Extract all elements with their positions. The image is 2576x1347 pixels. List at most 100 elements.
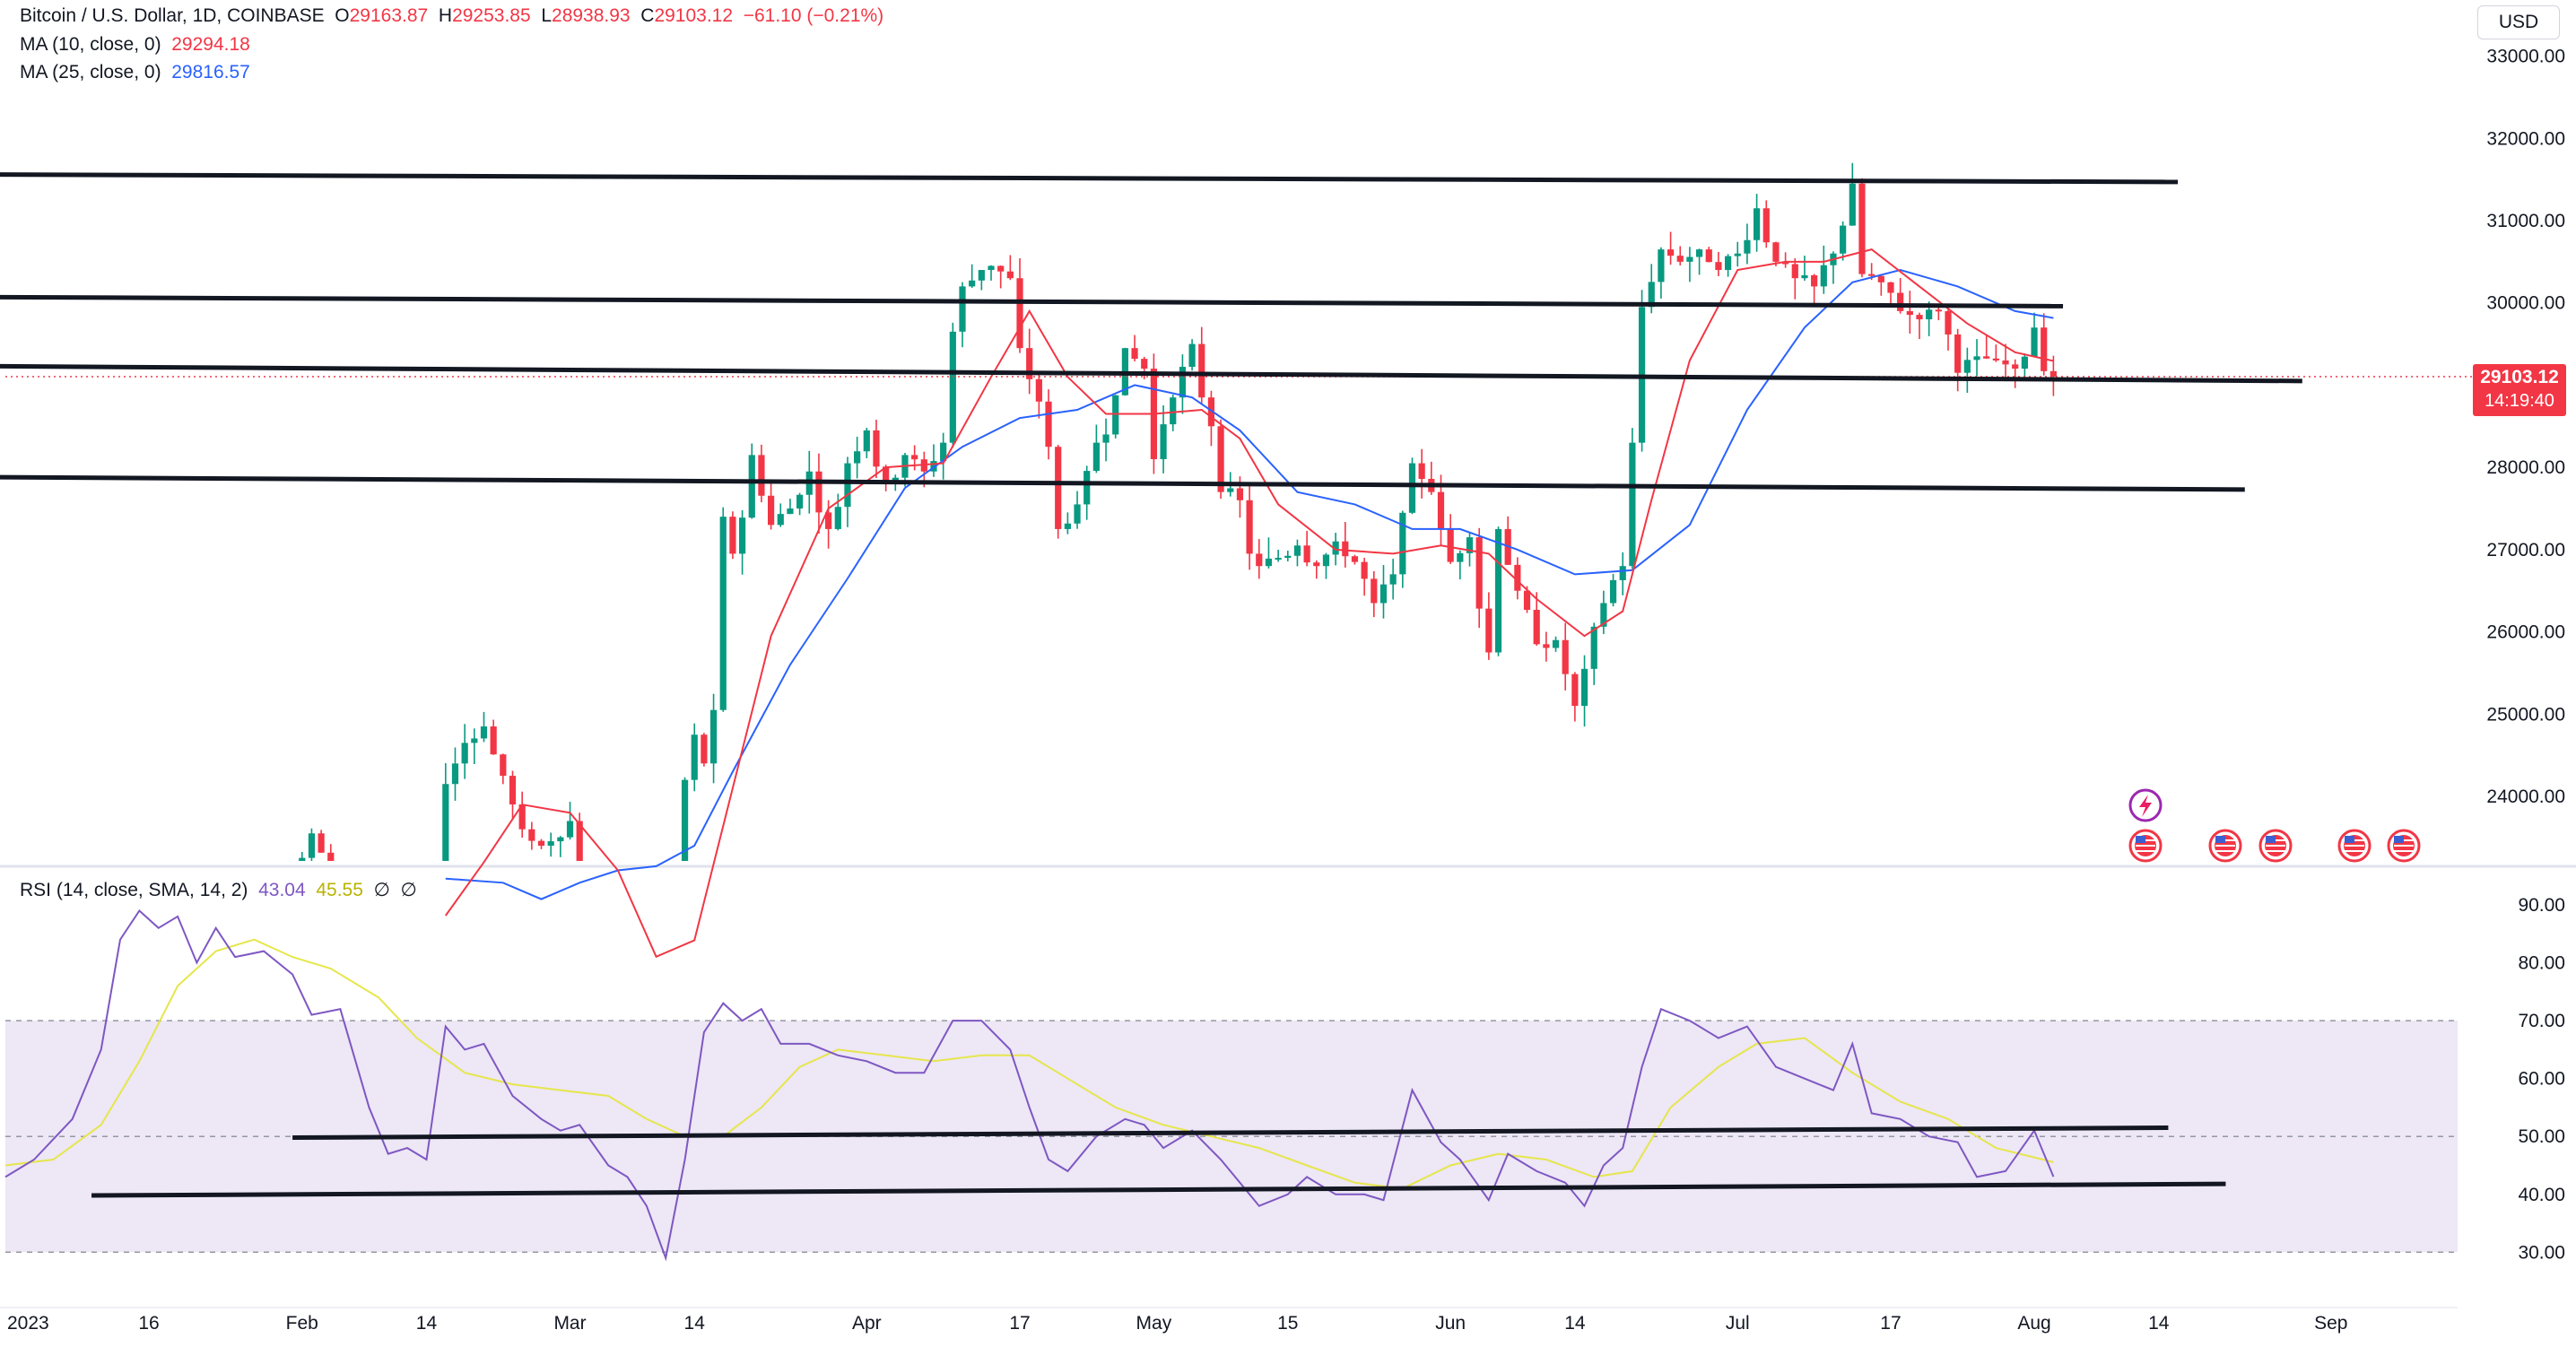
rsi-ma-value: 45.55: [316, 880, 363, 900]
candle-body: [1418, 463, 1425, 479]
ma10-line[interactable]: [444, 248, 2054, 959]
candle-body: [1016, 278, 1023, 349]
moving-averages: [5, 248, 2473, 959]
candle-body: [681, 779, 689, 861]
candle-body: [911, 455, 918, 460]
rsi-ma-line[interactable]: [4, 938, 2054, 1190]
time-axis-tick: 17: [1880, 1313, 1901, 1334]
rsi-legend[interactable]: RSI (14, close, SMA, 14, 2) 43.04 45.55 …: [20, 879, 417, 901]
us-flag-icon[interactable]: [2258, 829, 2293, 863]
candle-body: [1389, 574, 1397, 585]
candle-body: [796, 494, 804, 509]
candle-body: [1543, 644, 1550, 648]
candle-body: [1715, 262, 1722, 271]
open-label: O: [335, 5, 350, 26]
candle-body: [566, 821, 574, 838]
rsi-lines: [4, 908, 2055, 1262]
candle-body: [949, 331, 956, 443]
candle-body: [1207, 397, 1215, 427]
price-trendline-2[interactable]: [0, 294, 2064, 309]
candle-body: [1284, 555, 1292, 559]
time-axis-tick: Aug: [2017, 1313, 2050, 1334]
candle-body: [787, 508, 794, 515]
candle-body: [1916, 315, 1923, 320]
candle-body: [1686, 256, 1693, 262]
us-flag-icon[interactable]: [2128, 829, 2163, 863]
candle-body: [1754, 208, 1761, 240]
candle-body: [1457, 552, 1464, 562]
candle-body: [442, 784, 449, 861]
candle-body: [1973, 356, 1980, 361]
rsi-axis-tick: 80.00: [2518, 953, 2565, 974]
price-trendline-3[interactable]: [0, 363, 2302, 384]
rsi-line[interactable]: [4, 908, 2055, 1262]
us-flag-icon[interactable]: [2387, 829, 2421, 863]
candle-body: [1791, 264, 1798, 279]
candle-body: [1494, 528, 1502, 653]
time-axis-tick: 14: [1564, 1313, 1586, 1334]
us-flag-icon[interactable]: [2208, 829, 2242, 863]
candle-body: [1619, 566, 1626, 580]
ma25-legend[interactable]: MA (25, close, 0) 29816.57: [20, 62, 250, 83]
candle-body: [547, 841, 554, 847]
rsi-extra-1: ∅: [373, 880, 390, 900]
candle-body: [1485, 608, 1493, 653]
candle-body: [768, 495, 775, 526]
candle-body: [709, 709, 718, 764]
candle-body: [2049, 370, 2057, 377]
candle-body: [1399, 512, 1406, 575]
ma10-label: MA (10, close, 0): [20, 34, 161, 55]
candle-body: [2012, 364, 2019, 369]
candle-body: [1945, 310, 1952, 335]
time-axis-tick: 14: [684, 1313, 706, 1334]
close-label: C: [640, 5, 655, 26]
candle-body: [1849, 183, 1856, 226]
ma25-label: MA (25, close, 0): [20, 62, 161, 83]
candle-body: [1935, 309, 1942, 312]
time-axis-tick: Feb: [286, 1313, 318, 1334]
candle-body: [997, 265, 1005, 272]
ma25-line[interactable]: [445, 268, 2054, 900]
candle-body: [1170, 397, 1177, 425]
price-axis-tick: 27000.00: [2486, 540, 2565, 561]
us-flag-icon[interactable]: [2337, 829, 2371, 863]
candle-body: [1466, 537, 1474, 553]
candle-body: [1954, 334, 1962, 373]
ma10-legend[interactable]: MA (10, close, 0) 29294.18: [20, 34, 250, 56]
candle-body: [873, 430, 880, 467]
price-trendline-1[interactable]: [0, 172, 2179, 185]
candle-body: [1342, 541, 1349, 557]
rsi-trendline-1[interactable]: [292, 1125, 2169, 1140]
rsi-extra-2: ∅: [400, 880, 417, 900]
candle-body: [1102, 434, 1110, 443]
candle-body: [1801, 274, 1808, 279]
candle-body: [1198, 343, 1205, 398]
candle-body: [1772, 242, 1780, 262]
candle-body: [1963, 360, 1971, 373]
candle-body: [1322, 554, 1330, 567]
candle-body: [1983, 356, 1990, 359]
candle-body: [1533, 609, 1540, 645]
candle-body: [1092, 442, 1100, 472]
candle-body: [1600, 603, 1607, 627]
currency-button[interactable]: USD: [2477, 5, 2560, 39]
candle-body: [1293, 545, 1301, 556]
event-icons[interactable]: [2128, 788, 2421, 863]
candle-body: [701, 734, 708, 764]
candle-body: [1868, 274, 1875, 276]
candle-body: [1188, 343, 1196, 368]
rsi-trendline-2[interactable]: [91, 1181, 2226, 1198]
lightning-icon[interactable]: [2128, 788, 2163, 822]
candle-body: [1629, 442, 1636, 567]
candle-body: [1840, 225, 1847, 254]
candle-body: [815, 471, 822, 513]
price-trendline-4[interactable]: [0, 474, 2245, 492]
candle-body: [978, 270, 985, 281]
rsi-value: 43.04: [258, 880, 306, 900]
candle-body: [1667, 249, 1675, 256]
candle-body: [471, 738, 478, 743]
trendlines[interactable]: [0, 172, 2302, 1198]
candle-body: [1064, 523, 1071, 529]
candle-body: [1820, 265, 1827, 287]
